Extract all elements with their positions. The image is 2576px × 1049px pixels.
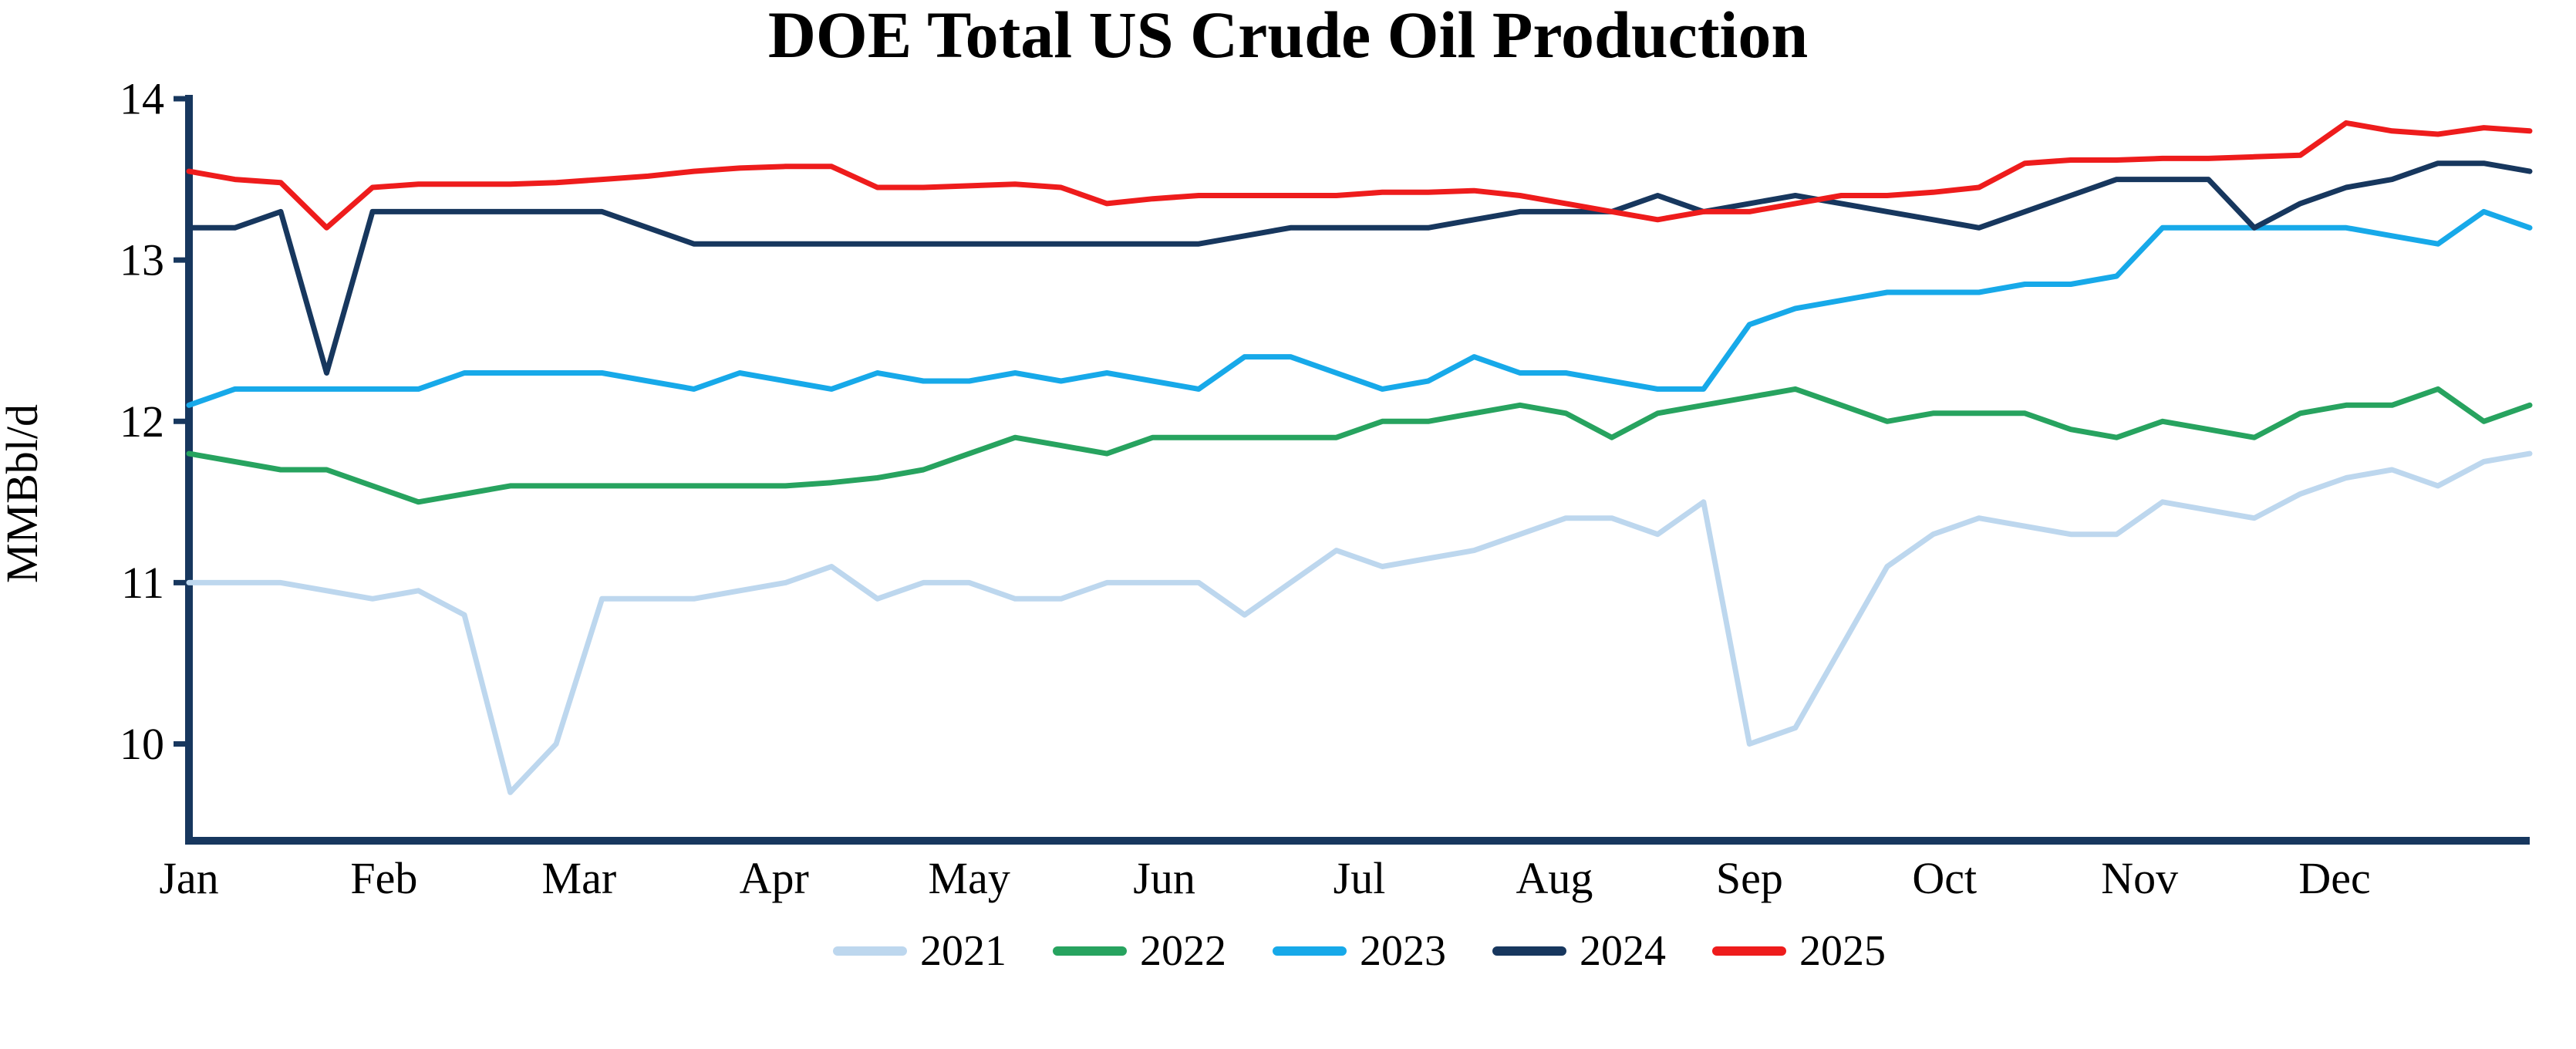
series-line-2023 — [186, 208, 2533, 408]
series-line-2022 — [186, 386, 2533, 505]
x-tick-label: Dec — [2298, 853, 2370, 903]
legend-swatch-2022 — [1053, 946, 1127, 956]
x-tick-label: Jun — [1133, 853, 1195, 903]
x-tick-label: Feb — [350, 853, 417, 903]
y-axis-title: MMBbl/d — [0, 404, 47, 583]
legend-label-2025: 2025 — [1799, 927, 1886, 975]
chart-title: DOE Total US Crude Oil Production — [767, 0, 1809, 72]
legend-label-2021: 2021 — [920, 927, 1006, 975]
series-line-2021 — [186, 450, 2533, 795]
legend: 2021 2022 2023 2024 2025 — [189, 929, 2530, 973]
y-tick-label: 11 — [121, 558, 164, 608]
x-tick-label: Apr — [740, 853, 809, 903]
legend-swatch-2025 — [1712, 946, 1786, 956]
legend-item-2025: 2025 — [1712, 929, 1886, 973]
legend-item-2024: 2024 — [1492, 929, 1666, 973]
x-tick-label: Aug — [1516, 853, 1593, 903]
x-tick-label: Jan — [159, 853, 218, 903]
legend-item-2022: 2022 — [1053, 929, 1226, 973]
x-tick-label: Nov — [2101, 853, 2178, 903]
legend-swatch-2021 — [833, 946, 907, 956]
plot-area: 10 11 12 13 14 Jan Feb Mar Apr May Jun Jul Aug Sep Oct… — [0, 74, 2533, 903]
legend-label-2024: 2024 — [1580, 927, 1666, 975]
x-tick-label: Mar — [542, 853, 617, 903]
series-line-2025 — [186, 120, 2533, 231]
legend-swatch-2024 — [1492, 946, 1566, 956]
y-tick-label: 10 — [120, 719, 164, 769]
legend-item-2021: 2021 — [833, 929, 1006, 973]
y-tick-label: 14 — [120, 74, 164, 124]
legend-label-2023: 2023 — [1360, 927, 1446, 975]
x-tick-label: Oct — [1912, 853, 1977, 903]
legend-swatch-2023 — [1273, 946, 1347, 956]
y-tick-label: 12 — [120, 396, 164, 447]
y-tick-label: 13 — [120, 235, 164, 285]
x-tick-label: Sep — [1716, 853, 1783, 903]
x-tick-label: May — [929, 853, 1010, 903]
series-line-2024 — [186, 160, 2533, 376]
x-tick-label: Jul — [1334, 853, 1386, 903]
legend-label-2022: 2022 — [1140, 927, 1226, 975]
legend-item-2023: 2023 — [1273, 929, 1446, 973]
